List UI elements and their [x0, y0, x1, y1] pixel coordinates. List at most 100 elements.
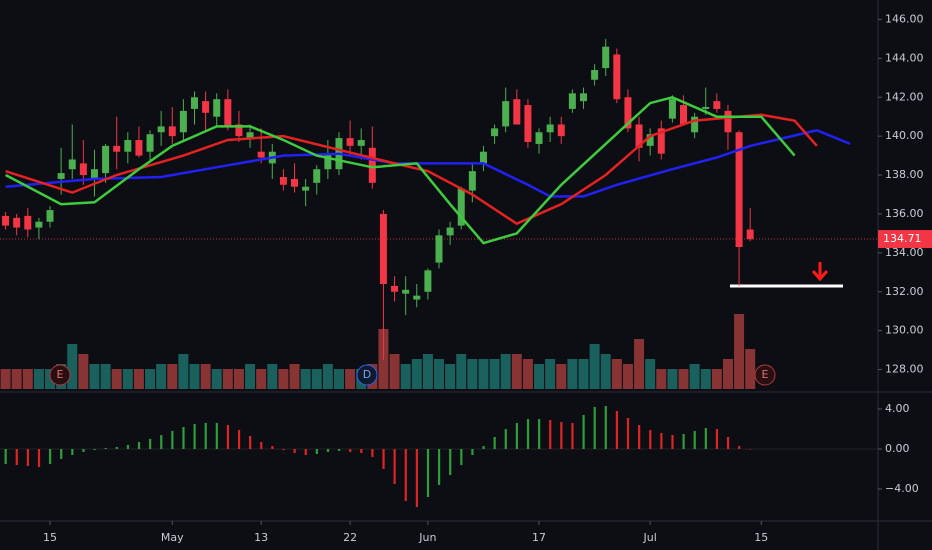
candle-body	[657, 128, 665, 154]
histogram-bar	[482, 446, 485, 449]
candle-body	[213, 99, 221, 117]
candle-body	[713, 101, 721, 109]
candle-body	[680, 105, 688, 125]
histogram-bar	[160, 435, 163, 449]
candle-body	[457, 188, 465, 226]
histogram-bar	[471, 449, 474, 455]
volume-bar	[745, 349, 756, 389]
candle-body	[324, 153, 332, 170]
candle-body	[746, 229, 754, 240]
volume-bar	[322, 364, 333, 389]
volume-bar	[522, 359, 533, 389]
candle-body	[446, 227, 454, 236]
last-price-box	[878, 230, 932, 249]
candle-body	[190, 97, 198, 109]
histogram-bar	[104, 448, 107, 449]
candle-body	[357, 140, 365, 146]
y-tick-label: −4.00	[885, 482, 919, 495]
candle-body	[46, 210, 54, 222]
candle-body	[413, 295, 421, 300]
volume-bar	[245, 364, 256, 389]
histogram-bar	[60, 449, 63, 459]
volume-bar	[222, 369, 233, 389]
histogram-bar	[493, 437, 496, 449]
histogram-bar	[37, 449, 41, 467]
volume-bar	[78, 354, 89, 389]
candle-body	[313, 169, 321, 183]
y-tick-label: 146.00	[885, 12, 924, 25]
volume-bar	[434, 359, 444, 389]
volume-bar	[167, 364, 178, 389]
x-tick-label: 15	[754, 531, 768, 544]
candle-body	[279, 176, 287, 185]
volume-bar	[478, 359, 489, 389]
y-tick-label: 134.00	[885, 246, 924, 259]
candle-body	[735, 132, 743, 248]
histogram-bar	[4, 449, 7, 464]
candle-body	[435, 235, 443, 263]
volume-bar	[667, 369, 678, 389]
histogram-bar	[649, 430, 652, 449]
x-tick-label: 17	[532, 531, 546, 544]
histogram-bar	[226, 425, 230, 449]
histogram-bar	[571, 423, 574, 449]
volume-bar	[67, 344, 78, 389]
candle-body	[479, 151, 487, 164]
candle-body	[124, 140, 132, 152]
histogram-bar	[293, 449, 296, 453]
candle-body	[524, 105, 532, 142]
candle-body	[157, 126, 165, 133]
candle-body	[368, 147, 376, 183]
histogram-bar	[137, 442, 141, 449]
volume-bar	[256, 369, 267, 389]
volume-bar	[511, 354, 522, 389]
histogram-bar	[415, 449, 418, 507]
histogram-bar	[204, 423, 207, 449]
candle-body	[702, 106, 710, 109]
volume-bar	[500, 354, 511, 389]
y-tick-label: 0.00	[885, 442, 910, 455]
candle-body	[424, 270, 432, 292]
histogram-bar	[704, 428, 707, 449]
histogram-bar	[626, 418, 630, 449]
histogram-bar	[660, 433, 663, 449]
candle-body	[502, 101, 510, 127]
candle-body	[602, 46, 610, 69]
dividend-label: D	[363, 368, 371, 381]
x-tick-label: 13	[254, 531, 268, 544]
histogram-bar	[149, 439, 152, 449]
histogram-bar	[126, 445, 130, 449]
volume-bar	[189, 364, 200, 389]
moving-average-line	[5, 95, 796, 245]
volume-bar	[233, 369, 244, 389]
candle-body	[90, 169, 98, 179]
histogram-bar	[26, 449, 29, 466]
candle-body	[402, 289, 410, 294]
histogram-bar	[15, 449, 18, 465]
histogram-bar	[526, 419, 530, 449]
volume-bar	[545, 359, 556, 389]
histogram-bar	[171, 431, 174, 449]
volume-bar	[133, 369, 144, 389]
candle-body	[57, 173, 65, 179]
histogram-bar	[260, 442, 263, 449]
histogram-bar	[449, 449, 452, 475]
histogram-bar	[282, 449, 285, 450]
last-price-label: 134.71	[883, 232, 922, 245]
candle-body	[691, 116, 699, 133]
histogram-bar	[438, 449, 441, 485]
histogram-bar	[326, 449, 330, 452]
candle-body	[468, 171, 476, 191]
moving-average-line	[5, 113, 818, 226]
volume-bar	[89, 364, 100, 389]
candle-body	[513, 99, 521, 125]
candle-body	[179, 110, 187, 133]
x-tick-label: May	[161, 531, 184, 544]
candle-body	[535, 132, 543, 144]
volume-bar	[589, 344, 600, 389]
volume-bar	[489, 359, 500, 389]
candle-body	[113, 145, 121, 152]
volume-bar	[656, 369, 667, 389]
y-tick-label: 128.00	[885, 363, 924, 376]
histogram-bar	[638, 425, 641, 449]
